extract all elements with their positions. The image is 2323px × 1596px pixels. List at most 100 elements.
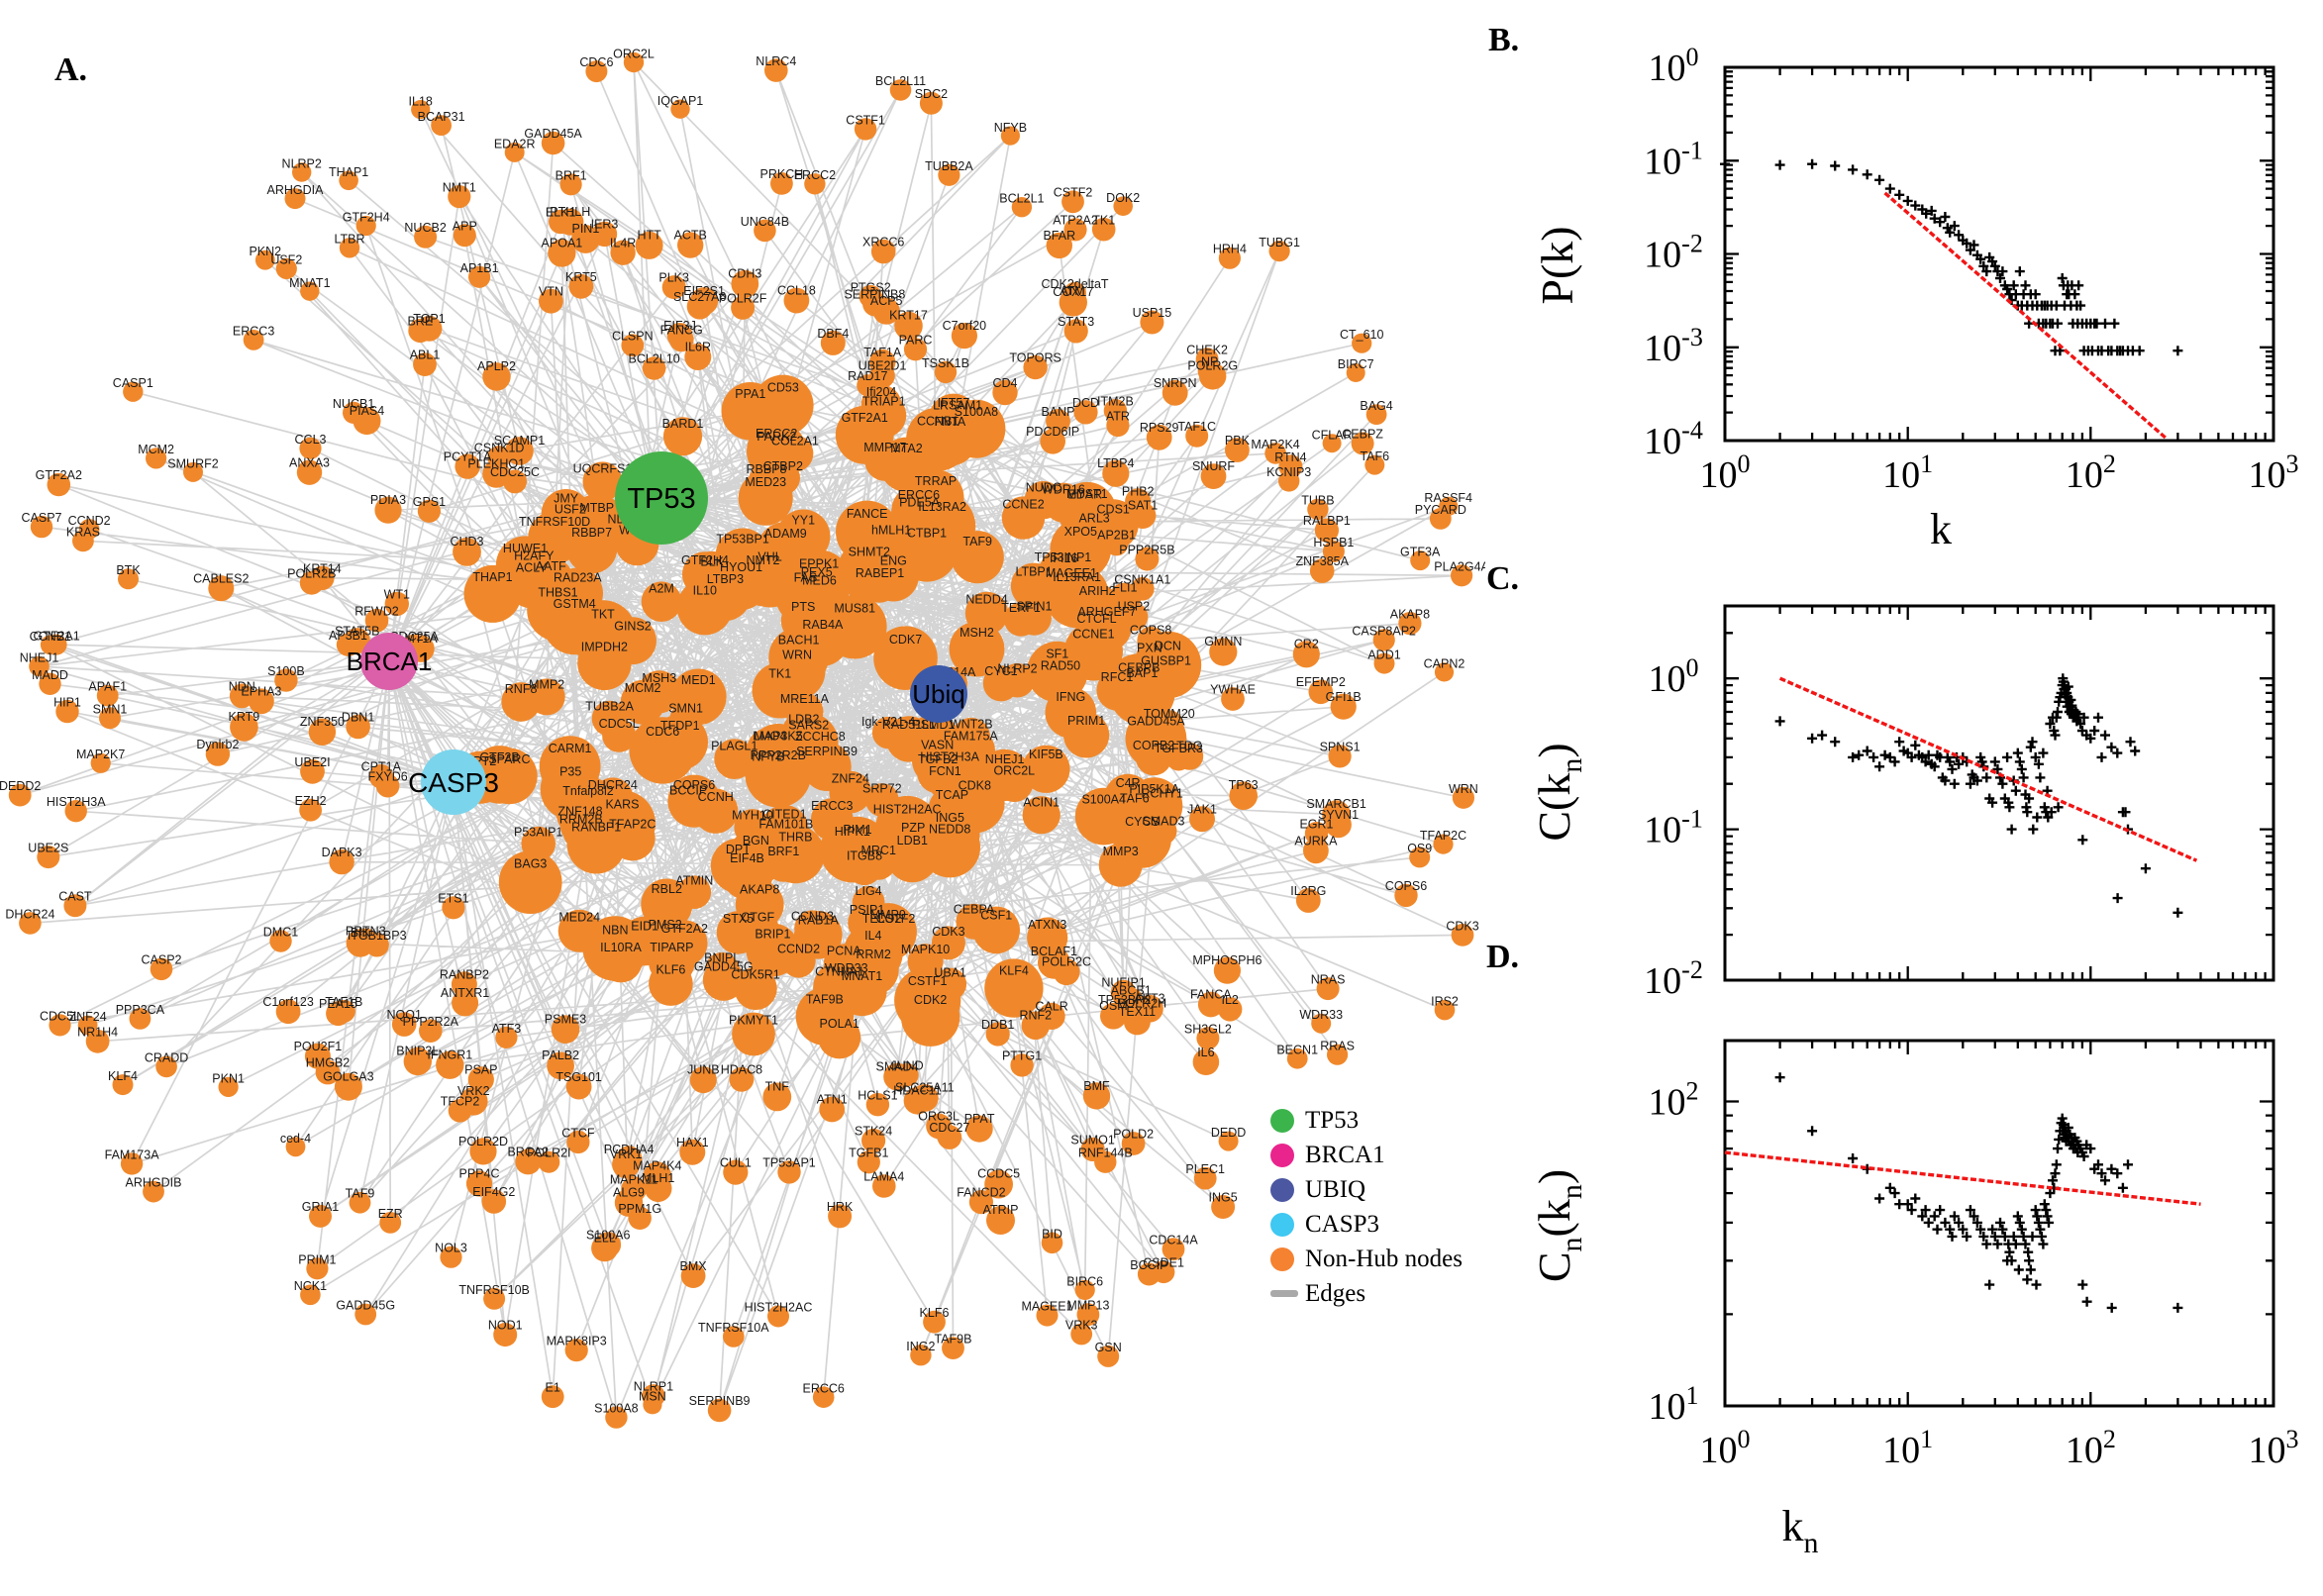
svg-text:10-3: 10-3 bbox=[1644, 323, 1703, 369]
panel-c-label: C. bbox=[1486, 560, 1520, 597]
svg-text:BIRC6: BIRC6 bbox=[1066, 1274, 1103, 1288]
svg-text:102: 102 bbox=[2066, 1425, 2116, 1471]
svg-text:MAPK8IP3: MAPK8IP3 bbox=[547, 1334, 607, 1347]
svg-text:UBE2D1: UBE2D1 bbox=[858, 359, 907, 373]
svg-text:COPS6: COPS6 bbox=[673, 778, 715, 792]
svg-text:NRAS: NRAS bbox=[1311, 973, 1346, 987]
svg-text:MED24: MED24 bbox=[558, 911, 600, 925]
svg-text:CCND3: CCND3 bbox=[791, 909, 834, 923]
svg-text:CSF1: CSF1 bbox=[980, 909, 1012, 923]
svg-text:ETS1: ETS1 bbox=[438, 892, 468, 906]
svg-text:PLAGL1: PLAGL1 bbox=[711, 739, 758, 752]
svg-text:TCAP: TCAP bbox=[936, 788, 968, 802]
svg-text:FANCE: FANCE bbox=[847, 507, 888, 521]
svg-text:GRIA1: GRIA1 bbox=[302, 1200, 340, 1214]
svg-text:CCNE2: CCNE2 bbox=[1002, 497, 1044, 511]
svg-text:TFCP2: TFCP2 bbox=[441, 1095, 480, 1109]
svg-text:TELO2: TELO2 bbox=[862, 912, 902, 926]
svg-text:BIK: BIK bbox=[351, 926, 371, 940]
svg-text:CCNH: CCNH bbox=[698, 790, 734, 804]
svg-text:S100B: S100B bbox=[267, 664, 305, 678]
svg-text:PPP2R2A: PPP2R2A bbox=[403, 1015, 459, 1029]
svg-text:RAD51L1: RAD51L1 bbox=[882, 718, 936, 732]
svg-text:HIP1: HIP1 bbox=[53, 695, 81, 709]
svg-text:CUL1: CUL1 bbox=[720, 1155, 752, 1169]
svg-text:Cn(kn): Cn(kn) bbox=[1529, 1169, 1588, 1282]
svg-text:CCNE1: CCNE1 bbox=[1072, 628, 1114, 642]
svg-text:VRK3: VRK3 bbox=[1065, 1319, 1098, 1333]
svg-text:HAX1: HAX1 bbox=[676, 1136, 709, 1149]
svg-text:JUND: JUND bbox=[890, 1058, 923, 1072]
svg-text:MED23: MED23 bbox=[745, 475, 786, 489]
svg-text:NOL3: NOL3 bbox=[435, 1242, 467, 1255]
svg-text:ADAM9: ADAM9 bbox=[764, 527, 807, 541]
svg-text:HIST2H2AC: HIST2H2AC bbox=[745, 1301, 813, 1315]
svg-text:HIST2H2AC: HIST2H2AC bbox=[873, 803, 942, 817]
svg-text:PRIM1: PRIM1 bbox=[298, 1252, 336, 1266]
svg-text:VTN: VTN bbox=[539, 285, 563, 299]
svg-text:TERF1: TERF1 bbox=[1001, 601, 1041, 615]
svg-text:C(kn): C(kn) bbox=[1529, 743, 1588, 841]
svg-text:SDC2: SDC2 bbox=[915, 87, 948, 101]
svg-text:SNURF: SNURF bbox=[1192, 459, 1235, 473]
svg-text:MUS81: MUS81 bbox=[834, 602, 875, 616]
svg-text:KRT14: KRT14 bbox=[303, 561, 342, 575]
svg-text:AURKA: AURKA bbox=[1294, 835, 1338, 848]
svg-text:TFAP2C: TFAP2C bbox=[1420, 829, 1466, 843]
svg-text:BMX: BMX bbox=[680, 1259, 708, 1273]
svg-text:LTBP1: LTBP1 bbox=[1015, 564, 1052, 578]
svg-text:103: 103 bbox=[2249, 449, 2299, 496]
svg-text:UBA1: UBA1 bbox=[934, 966, 966, 980]
svg-text:MED1: MED1 bbox=[681, 673, 716, 687]
svg-text:CAPN2: CAPN2 bbox=[1424, 657, 1465, 671]
svg-text:IL6R: IL6R bbox=[685, 340, 711, 353]
svg-text:10-1: 10-1 bbox=[1644, 136, 1703, 182]
svg-text:AP2B1: AP2B1 bbox=[1097, 529, 1136, 543]
svg-text:GTF2B: GTF2B bbox=[479, 750, 519, 764]
svg-text:E1: E1 bbox=[546, 1381, 560, 1395]
svg-text:CASP7: CASP7 bbox=[22, 511, 62, 525]
svg-text:IL13RA2: IL13RA2 bbox=[918, 500, 966, 514]
svg-text:DMC1: DMC1 bbox=[263, 926, 298, 940]
svg-text:hMLH1: hMLH1 bbox=[871, 524, 911, 538]
svg-text:BRCA2: BRCA2 bbox=[507, 1146, 549, 1159]
legend-item-brca1: BRCA1 bbox=[1270, 1138, 1463, 1172]
svg-text:PPA1: PPA1 bbox=[735, 387, 765, 401]
svg-text:CYCS: CYCS bbox=[1125, 815, 1160, 829]
svg-text:RTN4: RTN4 bbox=[1274, 450, 1306, 464]
svg-text:SNRPN: SNRPN bbox=[1154, 376, 1197, 390]
svg-text:ITGB1BP3: ITGB1BP3 bbox=[348, 929, 407, 943]
svg-text:BCL2L10: BCL2L10 bbox=[629, 352, 680, 366]
svg-text:ZNF385A: ZNF385A bbox=[1295, 554, 1349, 568]
svg-text:BLK: BLK bbox=[700, 555, 724, 569]
svg-text:JAK1: JAK1 bbox=[1187, 802, 1217, 816]
svg-text:P(k): P(k) bbox=[1532, 226, 1582, 304]
svg-text:CABLES2: CABLES2 bbox=[193, 571, 249, 585]
svg-text:ACP5: ACP5 bbox=[870, 294, 903, 308]
svg-text:101: 101 bbox=[1649, 1381, 1699, 1428]
svg-text:TSSK1B: TSSK1B bbox=[922, 356, 969, 370]
svg-text:BCCIP: BCCIP bbox=[669, 784, 707, 798]
svg-text:CTGF: CTGF bbox=[741, 911, 774, 925]
svg-text:MSH2: MSH2 bbox=[960, 626, 994, 640]
svg-text:GTF3A: GTF3A bbox=[1400, 546, 1441, 559]
svg-text:10-2: 10-2 bbox=[1644, 230, 1703, 276]
svg-text:PLEC1: PLEC1 bbox=[1185, 1162, 1225, 1176]
svg-text:TGFB2: TGFB2 bbox=[918, 752, 958, 766]
svg-text:FAM101B: FAM101B bbox=[758, 817, 813, 831]
svg-text:FANCD2: FANCD2 bbox=[957, 1186, 1005, 1200]
svg-text:Tnfaip8l2: Tnfaip8l2 bbox=[562, 784, 613, 798]
svg-text:IFT57: IFT57 bbox=[938, 396, 970, 410]
svg-text:CDC27: CDC27 bbox=[929, 1121, 969, 1135]
svg-text:CCL18: CCL18 bbox=[777, 284, 816, 298]
svg-text:KLF4: KLF4 bbox=[108, 1069, 138, 1083]
svg-text:TAF1B: TAF1B bbox=[325, 995, 362, 1009]
svg-text:IL2RG: IL2RG bbox=[1290, 884, 1326, 898]
svg-text:ORC2L: ORC2L bbox=[993, 763, 1035, 777]
svg-text:RNF8: RNF8 bbox=[505, 682, 538, 696]
svg-text:CD4: CD4 bbox=[992, 376, 1017, 390]
svg-text:EFEMP2: EFEMP2 bbox=[1296, 675, 1346, 689]
svg-text:10-1: 10-1 bbox=[1644, 805, 1703, 851]
svg-text:TNFRSF10B: TNFRSF10B bbox=[458, 1283, 530, 1297]
svg-text:ANXA3: ANXA3 bbox=[289, 456, 330, 470]
